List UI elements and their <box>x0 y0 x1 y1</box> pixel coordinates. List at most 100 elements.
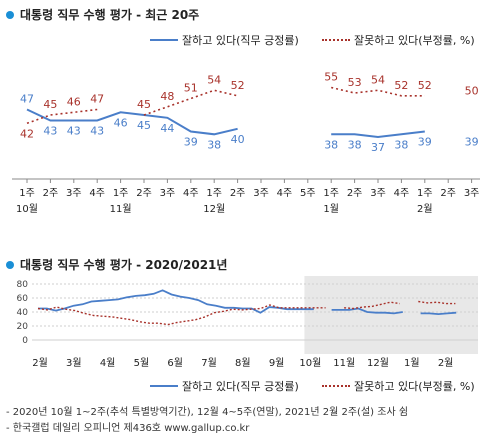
approve-series-line <box>331 130 425 139</box>
x-tick-label: 2월 <box>438 357 454 369</box>
x-month-label: 12월 <box>203 203 225 215</box>
approve-data-label: 39 <box>184 136 198 149</box>
disapprove-series-line <box>344 301 400 310</box>
x-month-label: 1월 <box>323 203 339 215</box>
approve-data-label: 39 <box>465 136 479 149</box>
approve-series-line <box>38 289 314 314</box>
x-tick-label: 8월 <box>235 357 251 369</box>
x-tick-label: 5월 <box>134 357 150 369</box>
approve-series-line <box>420 311 457 316</box>
disapprove-data-label: 48 <box>160 90 174 103</box>
x-tick-label: 4주 <box>89 188 105 199</box>
x-tick-label: 3주 <box>66 188 82 199</box>
footnote-source: - 한국갤럽 데일리 오피니언 제436호 www.gallup.co.kr <box>6 423 250 434</box>
disapprove-data-label: 52 <box>418 79 432 92</box>
x-tick-label: 3주 <box>370 188 386 199</box>
disapprove-data-label: 52 <box>394 79 408 92</box>
disapprove-data-label: 50 <box>465 84 479 97</box>
disapprove-series-line <box>26 108 98 125</box>
bullet-icon <box>6 10 14 19</box>
x-tick-label: 3월 <box>66 357 82 369</box>
solid-line-icon <box>150 385 178 387</box>
chart-2020-2021: 0 20 40 60 80 2월 3월 4월 5월 6월 7월 8월 9월 10월 11월 12월 1월 2월 <box>17 276 478 369</box>
chart-recent-20-weeks: 47 43 43 43 46 45 44 39 38 40 38 38 37 38 39 39 42 45 46 47… <box>12 71 480 215</box>
y-tick-label: 40 <box>17 308 29 318</box>
x-tick-label: 2주 <box>347 188 363 199</box>
approve-data-label: 38 <box>348 138 362 151</box>
x-tick-label: 2주 <box>136 188 152 199</box>
x-tick-label: 4주 <box>394 188 410 199</box>
x-tick-label: 3주 <box>253 188 269 199</box>
disapprove-data-label: 47 <box>90 93 104 106</box>
approve-data-label: 43 <box>90 125 104 138</box>
approve-data-label: 47 <box>20 93 34 106</box>
x-tick-label: 2월 <box>32 357 48 369</box>
disapprove-data-label: 45 <box>43 98 57 111</box>
x-tick-label: 7월 <box>201 357 217 369</box>
x-tick-label: 2주 <box>440 188 456 199</box>
x-tick-label: 1주 <box>417 188 433 199</box>
x-tick-label: 2주 <box>230 188 246 199</box>
dotted-line-icon <box>322 385 350 387</box>
disapprove-series-line <box>37 304 326 326</box>
x-tick-label: 11월 <box>333 357 355 369</box>
x-month-label: 2월 <box>417 203 433 215</box>
solid-line-icon <box>150 39 178 41</box>
x-tick-label: 5주 <box>300 188 316 199</box>
bullet-icon <box>6 260 14 269</box>
x-tick-label: 1월 <box>404 357 420 369</box>
approve-data-label: 43 <box>43 125 57 138</box>
disapprove-data-label: 45 <box>137 98 151 111</box>
approve-data-label: 37 <box>371 141 385 154</box>
x-tick-label: 2주 <box>43 188 59 199</box>
disapprove-series-line <box>143 89 238 116</box>
approve-series-line <box>26 108 238 136</box>
panel2-legend-approve: 잘하고 있다(직무 긍정률) <box>150 378 299 394</box>
disapprove-data-label: 53 <box>348 76 362 89</box>
disapprove-data-label: 51 <box>184 82 198 95</box>
panel2-title: 대통령 직무 수행 평가 - 2020/2021년 <box>6 256 227 273</box>
dotted-line-icon <box>322 39 350 41</box>
x-month-label: 11월 <box>110 203 132 215</box>
disapprove-data-label: 54 <box>371 73 385 86</box>
disapprove-data-label: 46 <box>67 95 81 108</box>
disapprove-data-label: 52 <box>231 79 245 92</box>
approve-data-label: 46 <box>114 116 128 129</box>
highlight-region <box>304 276 478 354</box>
panel2-legend-disapprove: 잘못하고 있다(부정률, %) <box>322 378 475 394</box>
panel1-legend-approve: 잘하고 있다(직무 긍정률) <box>150 32 299 48</box>
x-month-label: 10월 <box>16 203 38 215</box>
approve-series-line <box>331 307 403 315</box>
approve-data-label: 40 <box>231 133 245 146</box>
y-tick-label: 60 <box>17 294 29 304</box>
panel1-legend-disapprove: 잘못하고 있다(부정률, %) <box>322 32 475 48</box>
y-tick-label: 80 <box>17 280 29 290</box>
approve-data-label: 38 <box>324 138 338 151</box>
approve-data-label: 39 <box>418 136 432 149</box>
disapprove-data-label: 54 <box>207 73 221 86</box>
panel1-title: 대통령 직무 수행 평가 - 최근 20주 <box>6 6 199 23</box>
y-tick-label: 0 <box>22 336 28 346</box>
approve-data-label: 38 <box>207 138 221 151</box>
disapprove-data-label: 42 <box>20 127 34 140</box>
x-tick-label: 3주 <box>464 188 480 199</box>
approve-data-label: 44 <box>160 122 174 135</box>
x-tick-label: 4월 <box>100 357 116 369</box>
approve-data-label: 45 <box>137 119 151 132</box>
y-tick-label: 20 <box>17 322 29 332</box>
x-tick-label: 6월 <box>167 357 183 369</box>
x-tick-label: 1주 <box>206 188 222 199</box>
x-tick-label: 10월 <box>299 357 321 369</box>
x-tick-label: 1주 <box>113 188 129 199</box>
x-tick-label: 3주 <box>160 188 176 199</box>
disapprove-data-label: 55 <box>324 71 338 84</box>
approve-data-label: 43 <box>67 125 81 138</box>
x-tick-label: 4주 <box>277 188 293 199</box>
disapprove-series-line <box>331 86 425 97</box>
x-tick-label: 12월 <box>367 357 389 369</box>
x-tick-label: 1주 <box>323 188 339 199</box>
x-tick-label: 1주 <box>19 188 35 199</box>
x-tick-label: 4주 <box>183 188 199 199</box>
approve-data-label: 38 <box>394 138 408 151</box>
footnote-schedule: - 2020년 10월 1~2주(추석 특별방역기간), 12월 4~5주(연말… <box>6 407 409 418</box>
